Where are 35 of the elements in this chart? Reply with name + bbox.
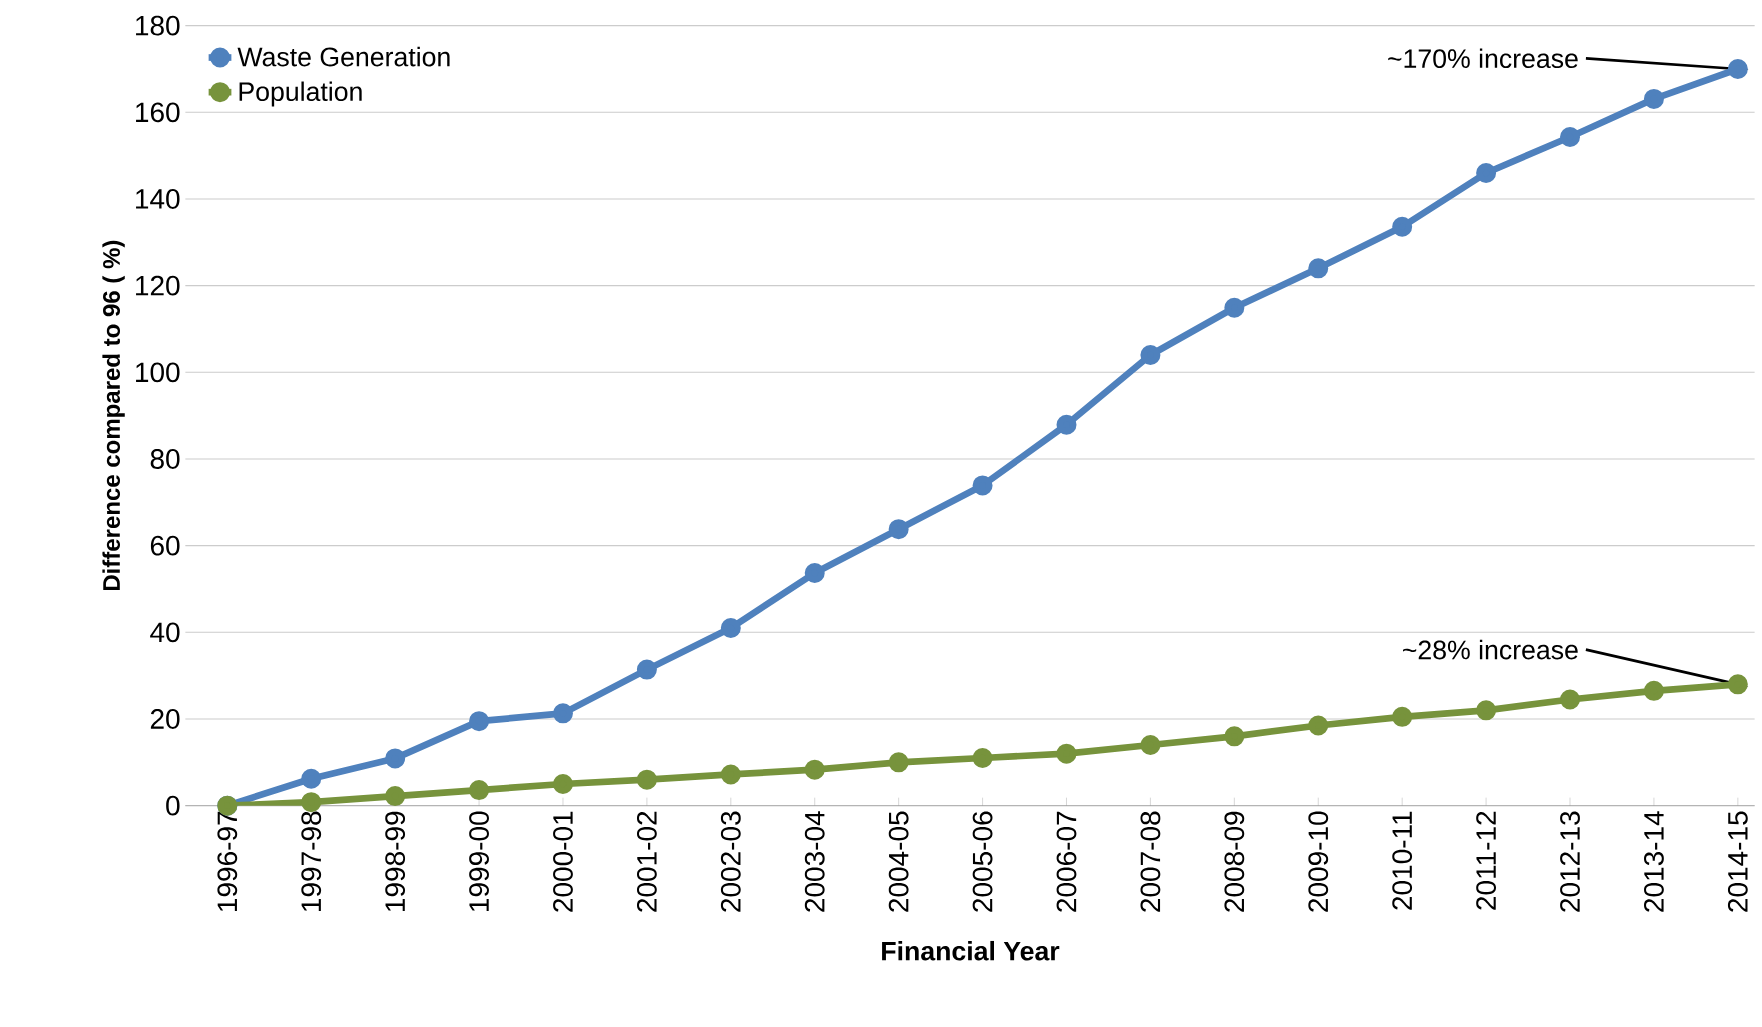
annotation: ~28% increase [1403,639,1578,660]
x-tick-label: 2001-02 [636,811,657,912]
x-tick-label: 2003-04 [804,811,825,912]
x-axis-title: Financial Year [882,940,1060,961]
y-tick-label: 180 [136,15,180,36]
x-tick-label: 1998-99 [385,811,406,911]
annotation: ~170% increase [1388,48,1578,69]
y-tick-label: 0 [166,795,180,816]
y-tick-label: 140 [136,189,180,209]
x-tick-label: 1999-00 [469,811,489,911]
x-tick-label: 2010-11 [1392,811,1413,910]
y-tick-label: 120 [136,275,180,296]
x-tick-label: 2011-12 [1476,811,1497,910]
x-tick-label: 2014-15 [1727,811,1748,912]
y-tick-label: 160 [136,102,180,123]
y-tick-label: 100 [136,362,180,383]
x-tick-label: 2012-13 [1560,811,1580,912]
x-tick-label: 2002-03 [720,811,741,912]
x-tick-label: 1996-97 [217,811,238,911]
x-tick-label: 2009-10 [1308,811,1329,912]
y-tick-label: 60 [150,535,180,556]
x-tick-label: 2007-08 [1140,811,1161,912]
y-tick-label: 80 [150,449,180,469]
y-tick-label: 20 [150,709,180,729]
legend-label: Waste Generation [237,46,450,67]
x-tick-label: 2004-05 [888,811,909,912]
x-tick-label: 1997-98 [301,811,322,911]
x-tick-label: 2008-09 [1224,811,1245,912]
legend-label: Population [239,81,362,107]
x-tick-label: 2013-14 [1644,811,1664,912]
y-tick-label: 40 [150,622,180,643]
y-axis-title: Difference compared to 96 ( %) [102,240,125,591]
x-tick-label: 2006-07 [1056,811,1077,912]
x-tick-label: 2005-06 [972,811,993,912]
x-tick-label: 2000-01 [553,811,573,912]
